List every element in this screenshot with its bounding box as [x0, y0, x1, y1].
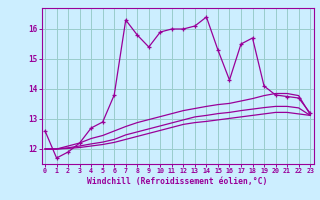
X-axis label: Windchill (Refroidissement éolien,°C): Windchill (Refroidissement éolien,°C) — [87, 177, 268, 186]
